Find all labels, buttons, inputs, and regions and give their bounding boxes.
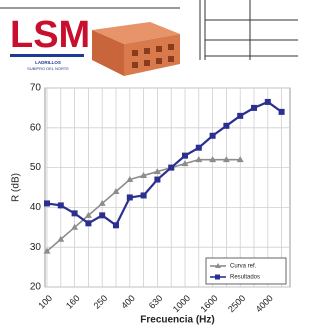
logo: LSM (10, 14, 90, 56)
y-tick-label: 70 (30, 83, 42, 94)
marker (223, 123, 229, 129)
marker (72, 210, 78, 216)
tagline: LADRILLOS (35, 60, 61, 65)
logo-rule (10, 54, 84, 57)
y-tick-label: 50 (30, 162, 42, 173)
legend-label: Resultados (230, 275, 260, 281)
marker (127, 194, 133, 200)
marker (44, 200, 50, 206)
marker (113, 222, 119, 228)
y-tick-label: 60 (30, 122, 42, 133)
marker (210, 133, 216, 139)
marker (265, 99, 271, 105)
y-tick-label: 20 (30, 282, 42, 293)
x-axis-label: Frecuencia (Hz) (140, 315, 214, 325)
marker (279, 109, 285, 115)
marker (141, 192, 147, 198)
marker (237, 113, 243, 119)
y-axis-label: R (dB) (11, 173, 22, 202)
marker (85, 220, 91, 226)
marker (182, 153, 188, 159)
tagline: SUBIPRO DEL NORTE (27, 66, 69, 71)
marker (154, 177, 160, 183)
marker (251, 105, 257, 111)
marker (168, 165, 174, 171)
y-tick-label: 40 (30, 202, 42, 213)
marker (196, 145, 202, 151)
page: LSM LADRILLOS SUBIPRO DEL NORTE 20 30 40 50… (0, 0, 298, 325)
legend-label: Curva ref. (230, 264, 257, 270)
legend-marker (215, 275, 220, 280)
marker (99, 212, 105, 218)
plot-area (45, 88, 290, 287)
marker (58, 202, 64, 208)
y-tick-label: 30 (30, 242, 42, 253)
